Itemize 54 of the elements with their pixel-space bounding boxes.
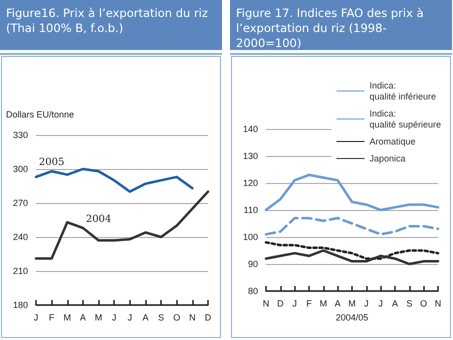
x-tick-label: D bbox=[277, 298, 284, 308]
x-tick-label: O bbox=[173, 312, 180, 322]
y-tick-label: 210 bbox=[12, 266, 28, 276]
y-tick-label: 330 bbox=[12, 130, 28, 140]
line-series bbox=[34, 168, 194, 193]
y-tick-label: 300 bbox=[12, 164, 28, 174]
y-tick-label: 120 bbox=[242, 178, 258, 188]
y-tick-label: 130 bbox=[242, 151, 258, 161]
legend-label: Aromatique bbox=[369, 136, 416, 146]
x-tick-label: A bbox=[142, 312, 148, 322]
y-tick-label: 140 bbox=[242, 124, 258, 134]
y-tick-label: 100 bbox=[242, 232, 258, 242]
y-tick-label: 240 bbox=[12, 232, 28, 242]
chart-title: Figure16. Prix à l’exportation du riz (Thai 100% B, f.o.b.) bbox=[0, 0, 222, 53]
series-label: 2005 bbox=[38, 156, 64, 168]
x-tick-label: M bbox=[348, 298, 356, 308]
x-tick-label: J bbox=[128, 312, 132, 322]
line-series bbox=[264, 216, 440, 236]
x-tick-label: J bbox=[34, 312, 38, 322]
x-tick-label: J bbox=[378, 298, 383, 308]
line-series bbox=[264, 249, 440, 266]
y-axis-title: Dollars EU/tonne bbox=[6, 110, 74, 120]
legend-label: Indica: qualité inférieure bbox=[369, 80, 436, 102]
x-tick-label: N bbox=[262, 298, 270, 308]
x-tick-label: J bbox=[364, 298, 369, 308]
y-tick-label: 80 bbox=[248, 286, 258, 296]
x-tick-label: M bbox=[94, 312, 102, 322]
x-tick-label: F bbox=[306, 298, 312, 308]
x-tick-label: S bbox=[158, 312, 164, 322]
x-tick-label: S bbox=[406, 298, 412, 308]
x-tick-label: O bbox=[420, 298, 428, 308]
x-tick-label: F bbox=[48, 312, 55, 322]
x-tick-label: A bbox=[80, 312, 86, 322]
y-tick-label: 110 bbox=[244, 205, 258, 215]
x-tick-label: M bbox=[320, 298, 328, 308]
line-series bbox=[264, 241, 440, 260]
line-series bbox=[264, 174, 440, 212]
x-tick-label: M bbox=[64, 312, 72, 322]
x-tick-label: N bbox=[434, 298, 442, 308]
x-axis-title: 2004/05 bbox=[336, 312, 368, 322]
x-tick-label: A bbox=[334, 298, 341, 308]
chart-title: Figure 17. Indices FAO des prix à l’exportation du riz (1998-2000=100) bbox=[230, 0, 452, 53]
x-tick-label: N bbox=[189, 312, 196, 322]
series-label: 2004 bbox=[86, 214, 112, 225]
line-series bbox=[34, 190, 210, 260]
legend-label: Japonica bbox=[369, 154, 406, 164]
x-tick-label: J bbox=[112, 312, 116, 322]
y-tick-label: 270 bbox=[12, 198, 28, 208]
x-tick-label: D bbox=[204, 312, 212, 322]
x-tick-label: J bbox=[292, 298, 297, 308]
y-tick-label: 180 bbox=[12, 300, 28, 310]
legend-label: Indica: qualité supérieure bbox=[369, 108, 442, 130]
y-tick-label: 90 bbox=[248, 259, 258, 269]
x-tick-label: A bbox=[392, 298, 398, 308]
